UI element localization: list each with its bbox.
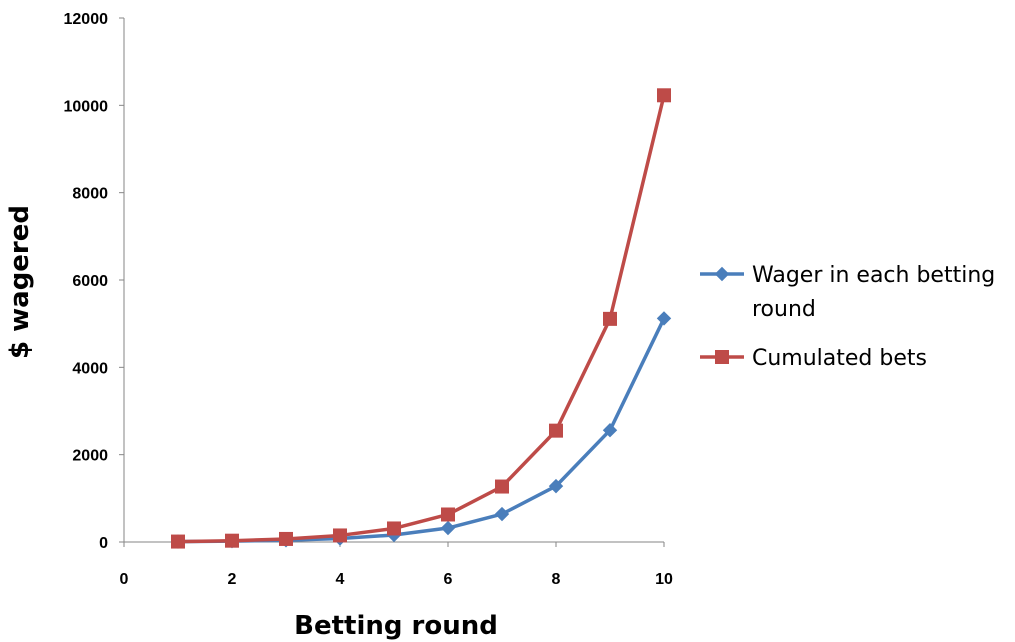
series-line <box>176 93 666 544</box>
series-2 <box>171 88 671 549</box>
data-point <box>603 311 617 326</box>
legend-marker <box>715 350 729 364</box>
legend-label: Wager in each betting round <box>752 263 995 322</box>
data-point <box>171 534 185 549</box>
data-point <box>494 506 510 522</box>
data-point <box>495 479 509 494</box>
y-tick-label: 0 <box>99 535 108 552</box>
y-axis-title: $ wagered <box>5 205 35 359</box>
legend-marker <box>714 266 730 282</box>
data-point <box>548 478 564 494</box>
data-point <box>387 521 401 536</box>
y-tick-label: 6000 <box>72 273 108 290</box>
data-point <box>602 423 618 438</box>
legend: Wager in each betting round Cumulated bets <box>700 263 995 371</box>
x-tick-label: 8 <box>552 571 561 588</box>
x-tick-label: 2 <box>228 571 237 588</box>
x-tick-label: 10 <box>655 571 673 588</box>
y-tick-label: 4000 <box>72 360 108 377</box>
y-tick-label: 10000 <box>64 98 109 115</box>
series-layer <box>170 88 672 549</box>
data-point <box>225 533 239 548</box>
x-tick-label: 4 <box>336 571 345 588</box>
y-tick-label: 2000 <box>72 448 108 465</box>
data-point <box>333 528 347 543</box>
legend-item: Cumulated bets <box>700 346 927 371</box>
x-axis-ticks: 0 2 4 6 8 10 <box>120 542 673 588</box>
y-axis-ticks: 0 2000 4000 6000 8000 10000 12000 <box>64 11 124 552</box>
axes <box>123 18 664 543</box>
data-point <box>549 423 563 438</box>
legend-item: Wager in each betting round <box>700 263 995 322</box>
y-tick-label: 12000 <box>64 11 109 28</box>
data-point <box>441 507 455 522</box>
y-tick-label: 8000 <box>72 186 108 203</box>
data-point <box>279 531 293 546</box>
data-point <box>656 311 672 326</box>
legend-label: Cumulated bets <box>752 346 927 371</box>
data-point <box>657 88 671 103</box>
series-line <box>176 316 666 544</box>
x-axis-title: Betting round <box>294 611 498 641</box>
data-point <box>440 520 456 536</box>
x-tick-label: 6 <box>444 571 453 588</box>
x-tick-label: 0 <box>120 571 129 588</box>
